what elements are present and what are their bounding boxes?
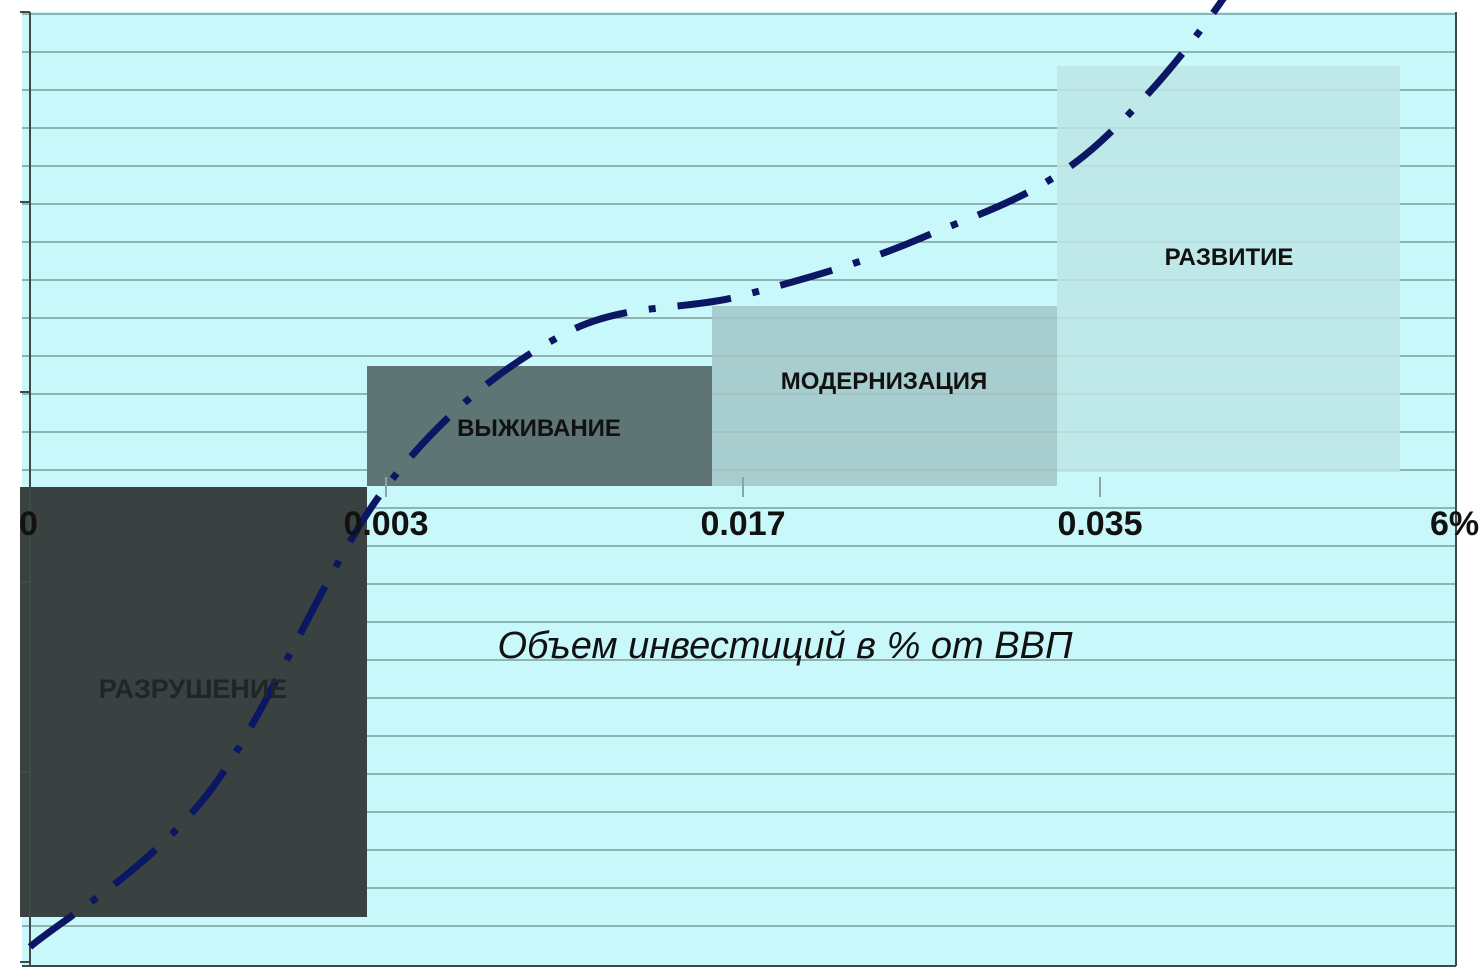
series-layer (27, 0, 1227, 950)
zone-3-rect (712, 306, 1057, 486)
zone-label-4: РАЗВИТИЕ (1165, 244, 1294, 271)
x-tick-label: 0.003 (343, 505, 428, 543)
stage-zones (20, 66, 1400, 917)
zone-2-rect (367, 366, 712, 486)
x-axis-title: Объем инвестиций в % от ВВП (498, 625, 1073, 667)
x-tick-label: 0 (19, 505, 38, 543)
zone-label-2: ВЫЖИВАНИЕ (457, 415, 621, 442)
x-tick-label: 0.035 (1057, 505, 1142, 543)
zone-label-3: МОДЕРНИЗАЦИЯ (781, 368, 987, 395)
zone-4-rect (1057, 66, 1400, 472)
zone-label-1: РАЗРУШЕНИЕ (99, 674, 288, 704)
zone-labels: РАЗРУШЕНИЕ ВЫЖИВАНИЕ МОДЕРНИЗАЦИЯ РАЗВИТИЕ (99, 244, 1294, 704)
series-1-line (27, 0, 1227, 950)
zone-1-rect (20, 487, 367, 917)
x-tick-label: 0.017 (700, 505, 785, 543)
tick-labels: 0 0.003 0.017 0.035 6% (19, 505, 1479, 543)
axes (20, 11, 1457, 967)
x-tick-label: 6% (1430, 505, 1479, 543)
